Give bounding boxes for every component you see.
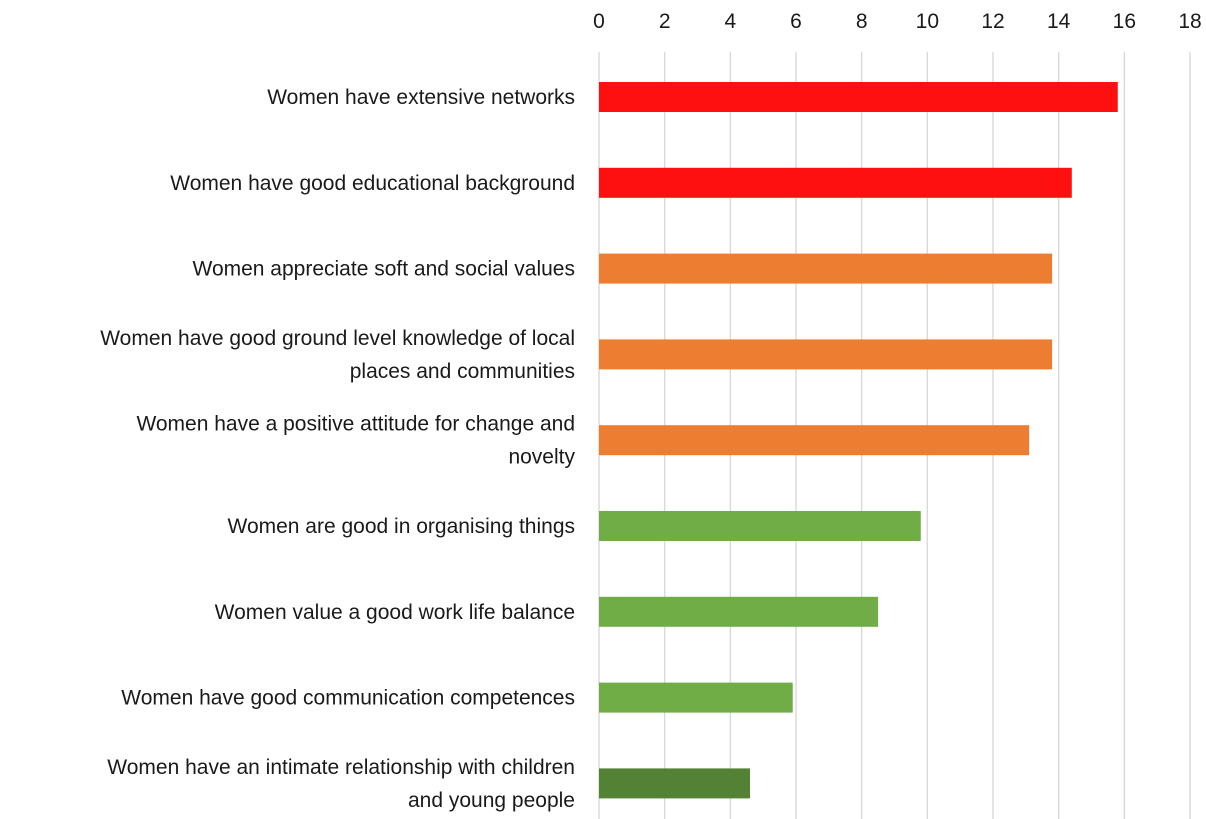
bars — [599, 82, 1118, 799]
bar — [599, 511, 921, 541]
x-tick-label: 10 — [916, 10, 939, 33]
bar — [599, 768, 751, 799]
category-labels: Women have extensive networks Women have … — [100, 86, 575, 812]
category-label-line: places and communities — [350, 360, 575, 383]
category-label-line: Women have an intimate relationship with… — [107, 756, 575, 779]
bar — [599, 682, 793, 713]
category-label: Women have extensive networks — [267, 86, 575, 109]
x-tick-label: 16 — [1113, 10, 1136, 33]
bar — [599, 596, 879, 627]
category-label: Women have a positive attitude for chang… — [136, 413, 575, 469]
category-label-line: and young people — [408, 789, 575, 812]
x-tick-label: 0 — [593, 10, 605, 33]
bar — [599, 82, 1118, 112]
bar — [599, 425, 1030, 456]
category-label: Women value a good work life balance — [215, 601, 575, 624]
x-tick-label: 14 — [1047, 10, 1071, 33]
x-tick-label: 8 — [856, 10, 868, 33]
x-tick-label: 6 — [790, 10, 802, 33]
x-tick-label: 18 — [1178, 10, 1201, 33]
category-label-line: Women have good ground level knowledge o… — [100, 327, 575, 350]
x-tick-label: 12 — [981, 10, 1004, 33]
bar — [599, 253, 1053, 284]
category-label: Women appreciate soft and social values — [193, 258, 576, 281]
category-label-line: Women have good educational background — [170, 172, 575, 195]
category-label: Women have good educational background — [170, 172, 575, 195]
category-label: Women have an intimate relationship with… — [107, 756, 575, 812]
category-label-line: Women are good in organising things — [228, 515, 576, 538]
category-label: Women have good ground level knowledge o… — [100, 327, 575, 383]
x-axis-ticks: 0 2 4 6 8 10 12 14 16 18 — [593, 10, 1202, 33]
category-label-line: Women value a good work life balance — [215, 601, 575, 624]
category-label-line: Women have a positive attitude for chang… — [136, 413, 575, 436]
category-label-line: novelty — [508, 446, 575, 469]
category-label: Women have good communication competence… — [121, 687, 575, 710]
category-label-line: Women have extensive networks — [267, 86, 575, 109]
x-tick-label: 2 — [659, 10, 671, 33]
x-tick-label: 4 — [724, 10, 736, 33]
category-label: Women are good in organising things — [228, 515, 576, 538]
category-label-line: Women appreciate soft and social values — [193, 258, 576, 281]
bar — [599, 339, 1053, 370]
bar — [599, 167, 1072, 198]
category-label-line: Women have good communication competence… — [121, 687, 575, 710]
